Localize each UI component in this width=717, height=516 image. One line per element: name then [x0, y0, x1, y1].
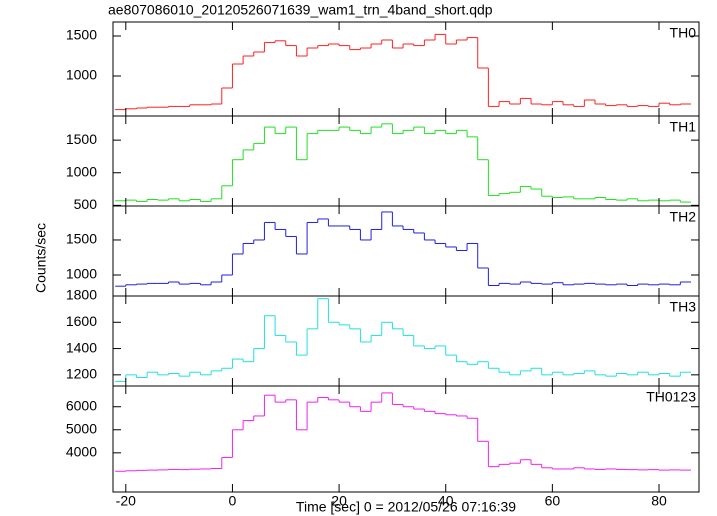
- y-tick-label: 1000: [66, 163, 97, 179]
- panel-frame: [112, 21, 700, 117]
- y-tick-label: 1500: [66, 27, 97, 43]
- y-tick-label: 1800: [66, 287, 97, 303]
- y-axis-label: Counts/sec: [33, 223, 49, 293]
- panel-frame: [112, 385, 700, 493]
- y-tick-label: 1200: [66, 366, 97, 382]
- y-tick-label: 1500: [66, 231, 97, 247]
- panel-label: TH0: [670, 25, 697, 41]
- y-tick-label: 1000: [66, 266, 97, 282]
- y-tick-label: 1600: [66, 313, 97, 329]
- y-tick-label: 5000: [66, 420, 97, 436]
- panel-label: TH2: [670, 209, 697, 225]
- x-tick-label: 60: [545, 493, 561, 509]
- x-axis-label: Time [sec] 0 = 2012/05/26 07:16:39: [296, 499, 516, 515]
- panel-label: TH0123: [646, 389, 696, 405]
- x-tick-label: 40: [438, 493, 454, 509]
- chart-title: ae807086010_20120526071639_wam1_trn_4ban…: [108, 2, 493, 18]
- y-tick-label: 500: [74, 196, 98, 212]
- y-tick-label: 6000: [66, 397, 97, 413]
- panel-label: TH1: [670, 119, 697, 135]
- panel-label: TH3: [670, 299, 697, 315]
- panel-frame: [112, 205, 700, 297]
- panel-frame: [112, 115, 700, 207]
- y-tick-label: 1400: [66, 339, 97, 355]
- x-tick-label: 80: [651, 493, 667, 509]
- x-tick-label: 0: [229, 493, 237, 509]
- x-tick-label: 20: [331, 493, 347, 509]
- y-tick-label: 4000: [66, 444, 97, 460]
- x-tick-label: -20: [116, 493, 136, 509]
- y-tick-label: 1500: [66, 131, 97, 147]
- y-tick-label: 1000: [66, 67, 97, 83]
